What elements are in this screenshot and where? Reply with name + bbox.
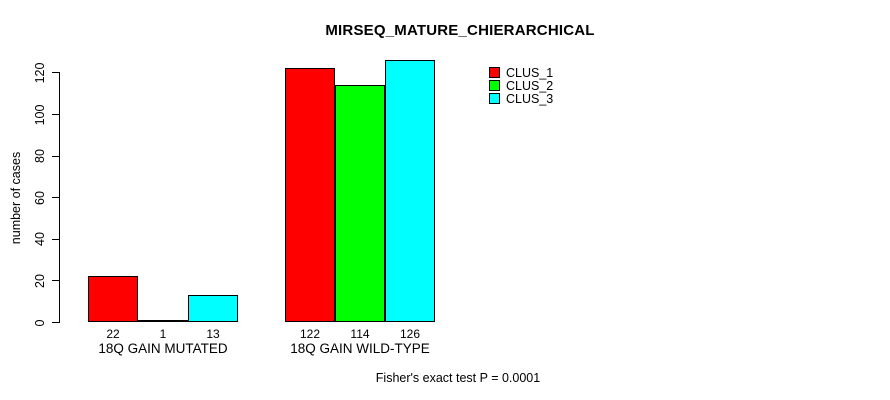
y-tick-label: 80 — [33, 149, 47, 164]
legend-item-clus_3: CLUS_3 — [489, 91, 554, 106]
chart-title: MIRSEQ_MATURE_CHIERARCHICAL — [325, 22, 595, 39]
fisher-test-annotation: Fisher's exact test P = 0.0001 — [375, 371, 541, 385]
y-tick-mark — [52, 72, 59, 74]
legend-swatch-icon — [489, 80, 500, 91]
bar-clus_3-group1 — [188, 294, 238, 322]
y-tick-label: 0 — [33, 319, 47, 326]
bar-value-label: 114 — [350, 327, 370, 341]
legend-item-clus_2: CLUS_2 — [489, 78, 554, 93]
legend-label: CLUS_2 — [506, 78, 554, 93]
bar-value-label: 122 — [299, 327, 321, 341]
legend-item-clus_1: CLUS_1 — [489, 65, 554, 80]
x-category-label: 18Q GAIN MUTATED — [98, 341, 228, 356]
y-tick-label: 100 — [33, 104, 47, 125]
bar-clus_2-group2 — [335, 84, 385, 322]
y-tick-mark — [52, 238, 59, 240]
x-category-label: 18Q GAIN WILD-TYPE — [290, 341, 430, 356]
y-tick-mark — [52, 280, 59, 282]
legend-swatch-icon — [489, 67, 500, 78]
bar-clus_1-group2 — [285, 68, 335, 322]
y-axis-label: number of cases — [9, 151, 23, 245]
legend-label: CLUS_1 — [506, 65, 554, 80]
legend: CLUS_1 CLUS_2 CLUS_3 — [489, 65, 554, 106]
bar-value-label: 22 — [106, 327, 120, 341]
y-tick-mark — [52, 322, 59, 323]
y-tick-mark — [52, 197, 59, 199]
bar-value-label: 13 — [206, 327, 220, 341]
bar-value-label: 126 — [399, 327, 421, 341]
y-tick-label: 20 — [33, 273, 47, 288]
bar-clus_2-group1 — [138, 319, 188, 322]
bar-clus_1-group1 — [88, 276, 138, 322]
bar-value-label: 1 — [159, 327, 167, 341]
y-tick-label: 40 — [33, 232, 47, 247]
y-tick-label: 120 — [33, 62, 47, 84]
y-tick-mark — [52, 155, 59, 157]
legend-label: CLUS_3 — [506, 91, 554, 106]
y-tick-mark — [52, 114, 59, 115]
y-axis-line — [59, 72, 60, 323]
y-tick-label: 60 — [33, 190, 47, 205]
legend-swatch-icon — [489, 93, 500, 104]
bar-clus_3-group2 — [385, 59, 435, 322]
